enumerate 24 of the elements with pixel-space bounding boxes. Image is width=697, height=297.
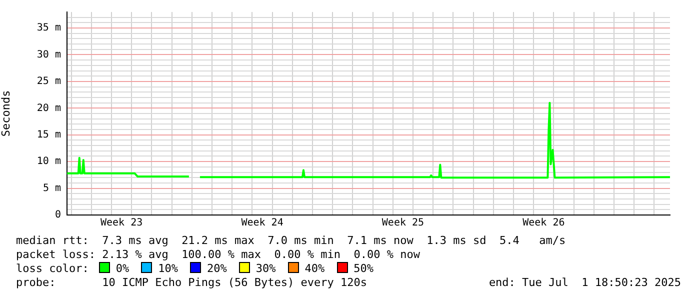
y-axis-title: Seconds xyxy=(0,90,12,137)
legend-label: 30% xyxy=(256,262,276,275)
text: packet loss: 2.13 % avg 100.00 % max 0.00 % min 0.00 % now xyxy=(16,248,421,262)
text: median rtt: 7.3 ms avg 21.2 ms max 7.0 ms min 7.1 ms now 1.3 ms sd 5.4 am/s xyxy=(16,234,567,248)
y-tick-label: 0 xyxy=(54,210,61,221)
y-tick-label: 5 m xyxy=(42,182,61,194)
x-tick-label: Week 23 xyxy=(100,218,143,229)
x-tick-label: Week 25 xyxy=(382,218,424,229)
legend-label: 20% xyxy=(206,262,227,275)
text: probe: 10 ICMP Echo Pings (56 Bytes) every 120s xyxy=(16,276,367,290)
legend-label: 0% xyxy=(116,262,130,275)
y-tick-label: 35 m xyxy=(36,22,61,34)
legend-label: 10% xyxy=(158,262,178,275)
x-tick-label: Week 24 xyxy=(241,218,284,229)
legend-label: 40% xyxy=(304,262,325,275)
legend-title: loss color: xyxy=(16,262,89,275)
y-tick-label: 15 m xyxy=(36,129,61,140)
x-tick-label: Week 26 xyxy=(522,218,565,229)
y-tick-label: 30 m xyxy=(36,49,61,60)
legend-label: 50% xyxy=(354,262,374,275)
y-tick-label: 25 m xyxy=(36,76,61,88)
y-tick-label: 10 m xyxy=(36,156,61,168)
y-tick-label: 20 m xyxy=(36,102,61,114)
text: end: Tue Jul 1 18:50:23 2025 xyxy=(488,276,681,290)
